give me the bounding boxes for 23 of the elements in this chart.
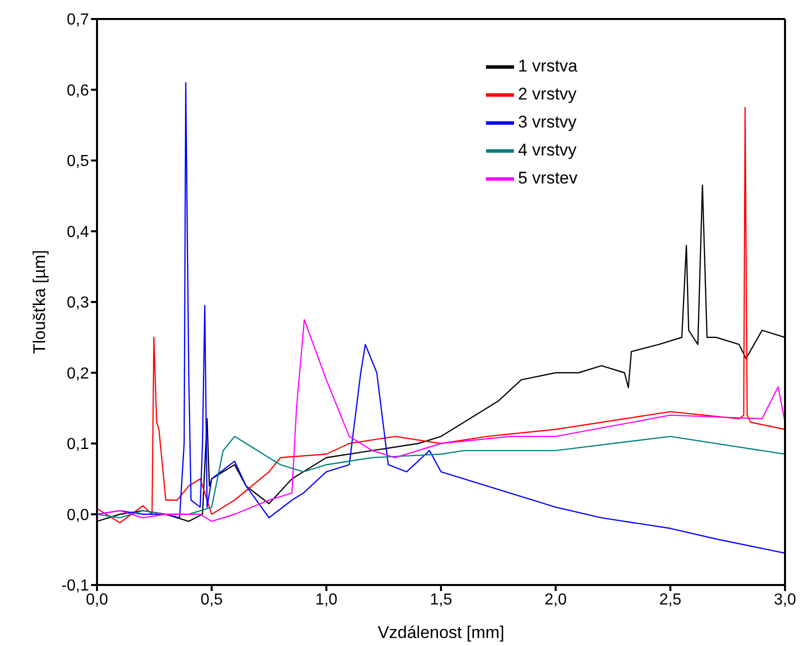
line-series [97, 436, 785, 518]
legend-label: 5 vrstev [518, 168, 578, 188]
y-tick-label: 0,0 [66, 506, 90, 524]
legend-label: 4 vrstvy [518, 140, 577, 160]
y-tick-label: 0,7 [66, 12, 90, 29]
x-axis-title: Vzdálenost [mm] [378, 623, 504, 642]
x-tick-label: 3,0 [774, 591, 796, 608]
y-tick-label: 0,5 [66, 153, 90, 170]
legend-label: 2 vrstvy [518, 84, 577, 104]
y-tick-label: 0,4 [66, 224, 90, 241]
legend-label: 1 vrstva [518, 56, 578, 76]
y-tick-label: 0,1 [66, 436, 90, 454]
legend-label: 3 vrstvy [518, 112, 577, 132]
x-tick-label: 0,5 [200, 591, 223, 608]
x-tick-label: 2,5 [659, 591, 682, 608]
y-axis-title: Tloušťka [µm] [30, 250, 50, 354]
x-tick-label: 1,5 [430, 591, 452, 608]
x-tick-label: 1,0 [315, 591, 338, 608]
y-tick-label: 0,6 [66, 82, 90, 100]
y-tick-label: 0,3 [66, 294, 90, 312]
y-tick-label: 0,2 [66, 365, 90, 382]
x-tick-label: 2,0 [544, 591, 567, 608]
line-series [97, 319, 785, 522]
